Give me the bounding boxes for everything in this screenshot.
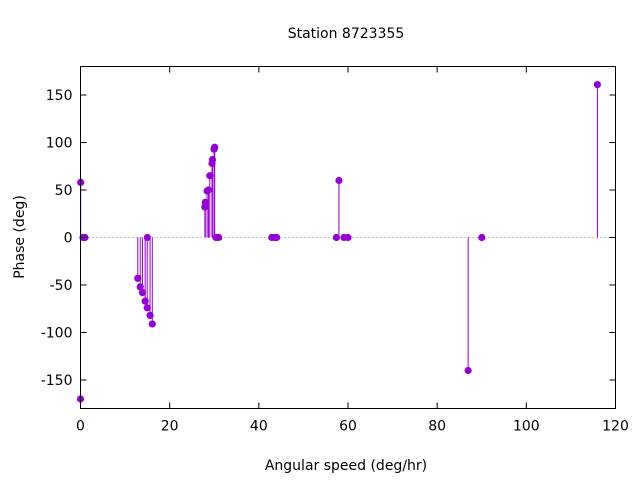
x-tick-label: 20	[161, 419, 179, 435]
data-point	[148, 320, 156, 328]
data-point	[593, 80, 601, 89]
data-point	[146, 311, 154, 319]
data-point	[464, 366, 472, 375]
x-tick-label: 100	[513, 419, 540, 435]
point-layer	[76, 80, 601, 403]
data-point	[138, 289, 147, 297]
impulse-layer	[80, 84, 598, 399]
data-point	[201, 198, 209, 206]
data-point	[134, 274, 142, 282]
y-tick-label: -150	[41, 373, 73, 389]
data-point	[211, 143, 219, 151]
data-point	[206, 172, 214, 180]
y-tick-label: 0	[64, 231, 73, 247]
y-tick-label: 100	[46, 136, 73, 152]
data-point	[143, 304, 151, 312]
data-point	[332, 233, 341, 242]
x-tick-label: 80	[428, 419, 446, 435]
data-point	[143, 233, 151, 242]
x-tick-layer: 0 20 40 60 80 100 120	[76, 66, 629, 435]
x-tick-label: 0	[76, 419, 85, 435]
y-axis-label: Phase (deg)	[12, 195, 28, 279]
y-tick-label: 50	[55, 183, 73, 199]
data-point	[215, 233, 223, 242]
y-tick-label: 150	[46, 88, 73, 104]
y-tick-layer: -150 -100 -50 0 50 100 150	[41, 88, 616, 389]
x-tick-label: 120	[602, 419, 629, 435]
data-point	[273, 233, 281, 242]
data-point	[478, 233, 486, 242]
data-point	[204, 186, 213, 194]
x-tick-label: 60	[339, 419, 357, 435]
data-point	[136, 283, 144, 291]
data-point	[141, 297, 149, 305]
data-point	[344, 233, 352, 242]
x-tick-label: 40	[250, 419, 268, 435]
data-point	[335, 176, 343, 185]
x-axis-label: Angular speed (deg/hr)	[265, 458, 427, 474]
y-tick-label: -100	[41, 326, 73, 342]
data-point	[208, 156, 217, 164]
chart-title: Station 8723355	[288, 26, 405, 42]
y-tick-label: -50	[50, 278, 73, 294]
